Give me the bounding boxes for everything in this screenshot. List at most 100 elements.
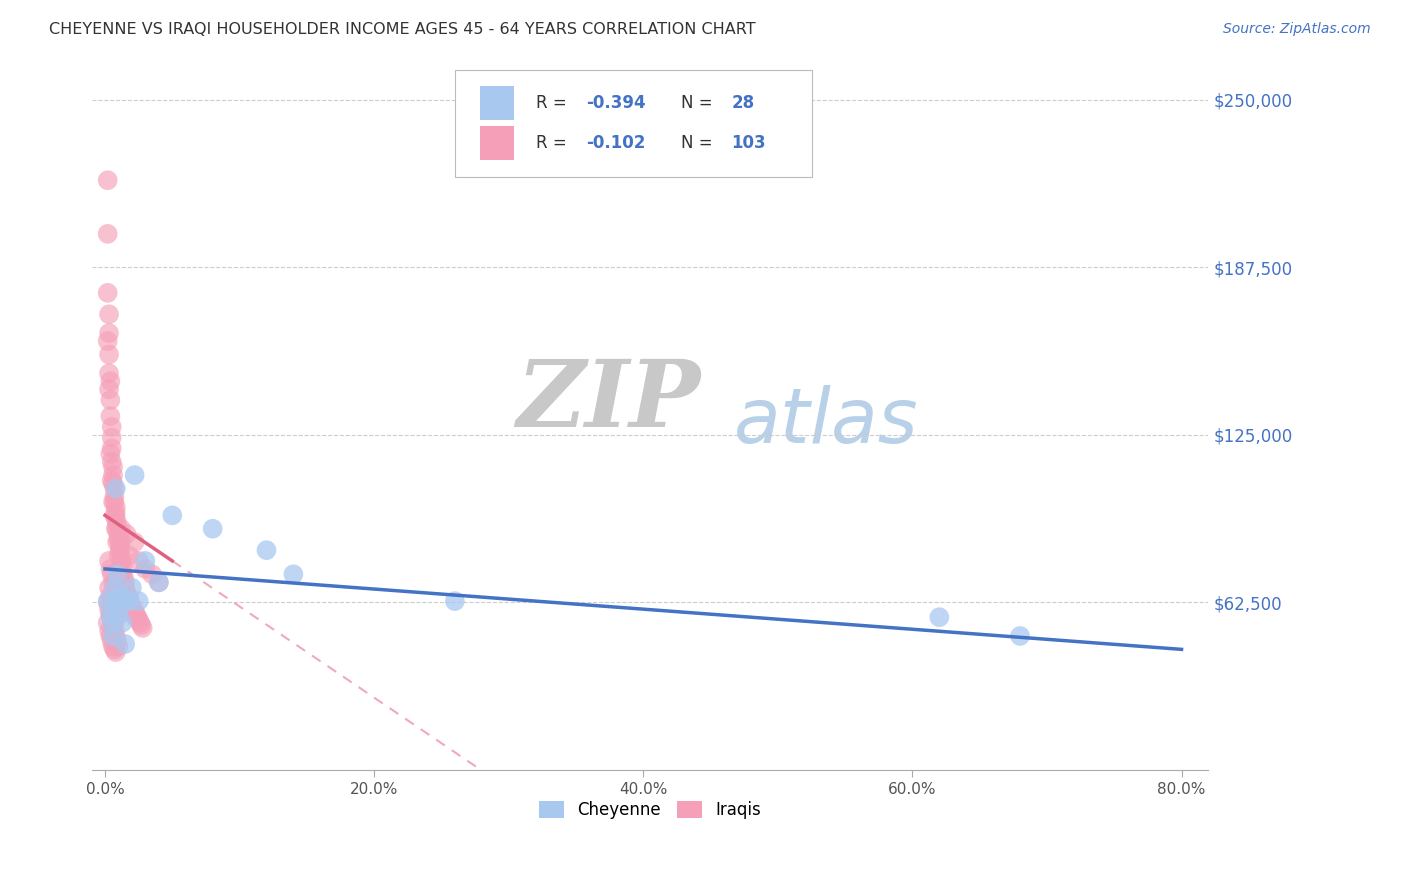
Point — [103, 642, 125, 657]
Point — [98, 366, 121, 380]
Point — [101, 602, 124, 616]
Point — [114, 637, 136, 651]
Text: atlas: atlas — [734, 385, 918, 458]
Point — [117, 595, 139, 609]
Point — [104, 500, 127, 515]
Point — [444, 594, 467, 608]
Point — [110, 522, 132, 536]
Text: Source: ZipAtlas.com: Source: ZipAtlas.com — [1223, 22, 1371, 37]
Point — [103, 490, 125, 504]
Point — [100, 562, 122, 576]
Point — [118, 594, 141, 608]
Point — [100, 615, 122, 630]
Point — [105, 535, 128, 549]
Point — [98, 554, 121, 568]
Point — [100, 409, 122, 424]
Point — [107, 607, 129, 622]
Point — [101, 460, 124, 475]
Point — [97, 595, 120, 609]
Point — [107, 549, 129, 563]
Point — [114, 589, 136, 603]
Text: CHEYENNE VS IRAQI HOUSEHOLDER INCOME AGES 45 - 64 YEARS CORRELATION CHART: CHEYENNE VS IRAQI HOUSEHOLDER INCOME AGE… — [49, 22, 756, 37]
Point — [110, 554, 132, 568]
Point — [110, 594, 132, 608]
Point — [131, 621, 153, 635]
Point — [928, 610, 950, 624]
Point — [118, 591, 141, 606]
Point — [104, 506, 127, 520]
Point — [104, 482, 127, 496]
Point — [115, 586, 138, 600]
Point — [100, 607, 122, 622]
Point — [97, 594, 120, 608]
Point — [1010, 629, 1032, 643]
Point — [107, 527, 129, 541]
Point — [100, 455, 122, 469]
Point — [101, 468, 124, 483]
Point — [105, 522, 128, 536]
Point — [114, 575, 136, 590]
Point — [100, 589, 122, 603]
Point — [108, 589, 131, 603]
Point — [98, 347, 121, 361]
Point — [122, 602, 145, 616]
Point — [100, 629, 122, 643]
Point — [107, 640, 129, 654]
Point — [108, 562, 131, 576]
Point — [104, 522, 127, 536]
Text: R =: R = — [536, 135, 572, 153]
Point — [101, 629, 124, 643]
Point — [129, 615, 152, 630]
Point — [97, 173, 120, 187]
Point — [125, 607, 148, 622]
Point — [111, 615, 134, 630]
Point — [120, 602, 142, 616]
Point — [104, 511, 127, 525]
Text: N =: N = — [682, 135, 718, 153]
Point — [101, 495, 124, 509]
Point — [100, 474, 122, 488]
Text: R =: R = — [536, 94, 572, 112]
Point — [98, 624, 121, 638]
Point — [100, 420, 122, 434]
Point — [122, 607, 145, 622]
Point — [97, 227, 120, 241]
Point — [100, 447, 122, 461]
Text: ZIP: ZIP — [516, 356, 700, 446]
Point — [131, 618, 153, 632]
Point — [98, 581, 121, 595]
Point — [104, 613, 127, 627]
Point — [110, 535, 132, 549]
Point — [101, 618, 124, 632]
Point — [103, 495, 125, 509]
Point — [124, 535, 146, 549]
Point — [97, 334, 120, 348]
Point — [107, 533, 129, 547]
Point — [148, 575, 170, 590]
Point — [101, 575, 124, 590]
Text: 28: 28 — [731, 94, 755, 112]
Point — [112, 581, 135, 595]
Text: N =: N = — [682, 94, 718, 112]
Point — [111, 565, 134, 579]
Point — [101, 640, 124, 654]
Point — [141, 567, 163, 582]
Point — [120, 597, 142, 611]
Point — [128, 554, 150, 568]
Point — [201, 522, 224, 536]
Point — [121, 581, 143, 595]
Point — [100, 607, 122, 622]
Bar — [481, 86, 513, 120]
Point — [105, 516, 128, 531]
Point — [103, 508, 125, 523]
Point — [103, 624, 125, 638]
Point — [111, 575, 134, 590]
Point — [127, 610, 149, 624]
Point — [128, 594, 150, 608]
Point — [148, 575, 170, 590]
Bar — [481, 127, 513, 161]
Point — [128, 613, 150, 627]
Point — [97, 615, 120, 630]
Point — [103, 594, 125, 608]
Point — [104, 629, 127, 643]
